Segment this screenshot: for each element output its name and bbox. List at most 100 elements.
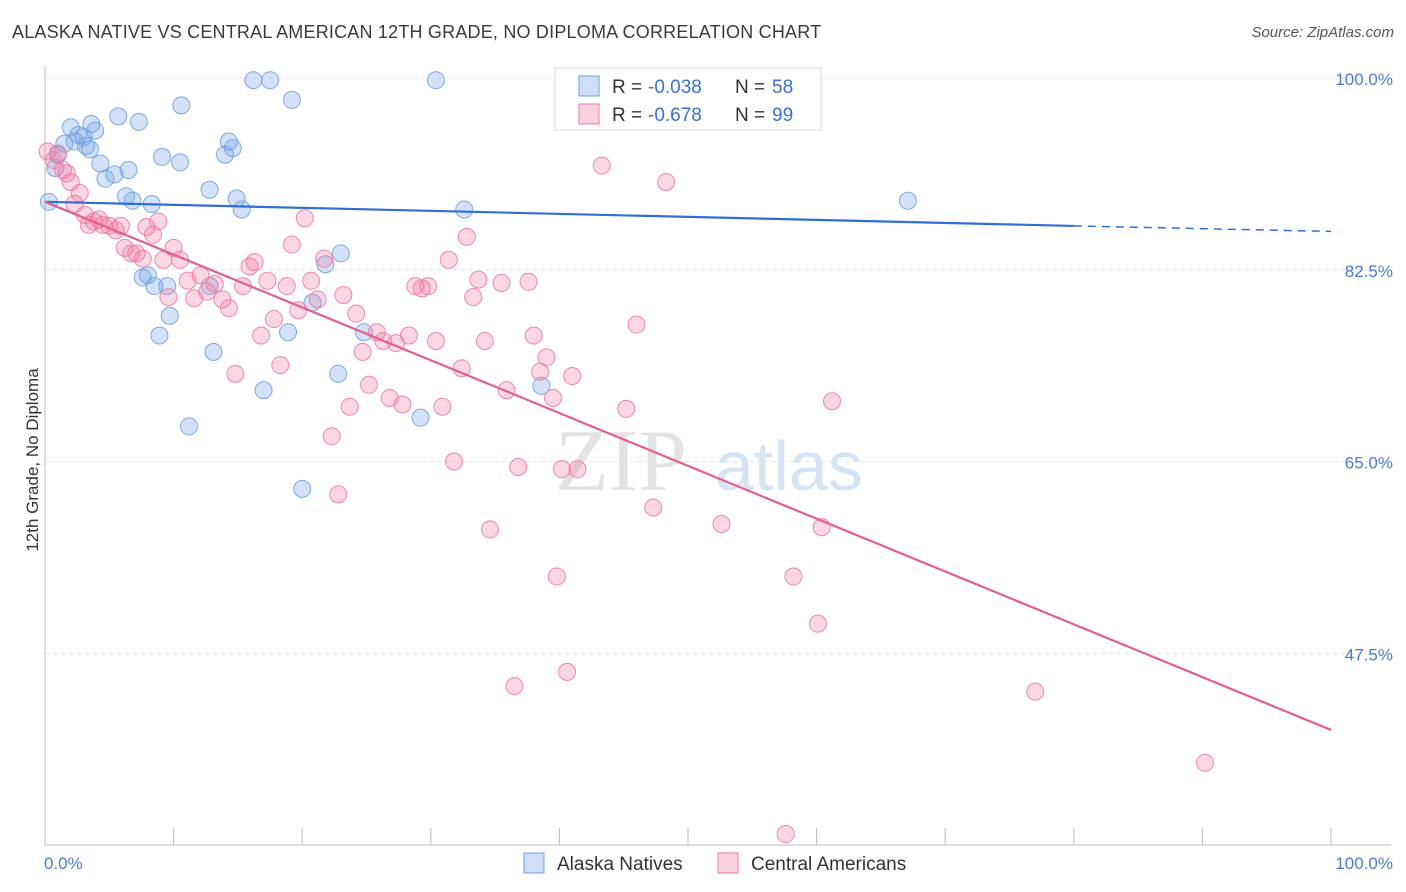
point-0-48 (331, 244, 350, 263)
legend-swatch-0 (578, 75, 600, 97)
point-1-66 (433, 397, 452, 416)
point-0-36 (223, 139, 242, 158)
point-1-72 (469, 270, 488, 289)
point-1-83 (543, 388, 562, 407)
point-1-52 (340, 397, 359, 416)
point-1-22 (149, 212, 168, 231)
trend-line-1 (44, 200, 1332, 731)
point-1-43 (282, 235, 301, 254)
point-1-61 (399, 326, 418, 345)
point-1-65 (426, 331, 445, 350)
point-1-30 (198, 282, 217, 301)
point-1-33 (219, 299, 238, 318)
point-0-27 (160, 306, 179, 325)
point-0-53 (532, 376, 551, 395)
point-1-96 (784, 567, 803, 586)
point-1-71 (464, 288, 483, 307)
bottom-legend-swatch-0 (523, 852, 545, 874)
point-1-17 (122, 244, 141, 263)
point-1-39 (258, 271, 277, 290)
y-tick-label-3: 100.0% (1335, 70, 1393, 89)
point-1-50 (329, 485, 348, 504)
point-1-92 (644, 498, 663, 517)
point-0-12 (91, 154, 110, 173)
point-1-48 (315, 249, 334, 268)
point-1-47 (308, 290, 327, 309)
point-1-90 (617, 399, 636, 418)
point-1-100 (1026, 682, 1045, 701)
point-1-63 (412, 279, 431, 298)
bottom-legend: Alaska Natives Central Americans (523, 852, 906, 875)
y-tick-label-1: 65.0% (1345, 454, 1393, 473)
point-1-67 (439, 250, 458, 269)
point-1-70 (457, 227, 476, 246)
point-1-51 (334, 285, 353, 304)
legend-r-label-0: R = (612, 77, 642, 98)
point-0-50 (411, 408, 430, 427)
point-1-91 (627, 315, 646, 334)
watermark-zip: ZIP (555, 413, 687, 510)
point-1-40 (264, 310, 283, 329)
chart-title: ALASKA NATIVE VS CENTRAL AMERICAN 12TH G… (12, 22, 822, 42)
y-tick-label-2: 82.5% (1345, 262, 1393, 281)
x-tick-label-end: 100.0% (1335, 854, 1393, 873)
point-0-18 (123, 191, 142, 210)
point-0-30 (180, 417, 199, 436)
point-0-32 (200, 180, 219, 199)
bottom-legend-swatch-1 (717, 852, 739, 874)
point-1-101 (1195, 753, 1214, 772)
point-1-53 (347, 304, 366, 323)
bottom-legend-label-1: Central Americans (751, 854, 906, 875)
point-1-54 (353, 342, 372, 361)
point-0-11 (86, 121, 105, 140)
trend-dash-0 (1073, 225, 1332, 233)
point-0-24 (150, 326, 169, 345)
trend-line-0 (44, 200, 1074, 228)
legend-swatch-1 (578, 103, 600, 125)
point-0-39 (244, 71, 263, 90)
point-0-15 (109, 107, 128, 126)
legend-r-value-1: -0.678 (648, 105, 702, 126)
point-0-20 (129, 112, 148, 131)
point-1-89 (592, 156, 611, 175)
point-1-6 (65, 195, 84, 214)
point-1-49 (322, 427, 341, 446)
point-1-20 (137, 218, 156, 237)
point-1-94 (712, 514, 731, 533)
point-1-34 (226, 364, 245, 383)
y-tick-label-0: 47.5% (1345, 645, 1393, 664)
point-0-42 (279, 323, 298, 342)
point-0-44 (293, 479, 312, 498)
point-1-45 (295, 209, 314, 228)
point-1-7 (70, 184, 89, 203)
data-points (38, 71, 1214, 844)
point-1-73 (475, 331, 494, 350)
point-0-47 (329, 364, 348, 383)
point-1-64 (419, 277, 438, 296)
chart-source: Source: ZipAtlas.com (1251, 24, 1394, 41)
point-1-60 (393, 395, 412, 414)
point-0-41 (261, 71, 280, 90)
point-1-24 (159, 288, 178, 307)
point-1-97 (808, 614, 827, 633)
point-0-57 (898, 191, 917, 210)
point-0-43 (282, 90, 301, 109)
point-1-95 (776, 825, 795, 844)
legend-r-label-1: R = (612, 105, 642, 126)
point-1-68 (444, 452, 463, 471)
point-0-21 (138, 266, 157, 285)
point-1-38 (252, 326, 271, 345)
legend-n-label-1: N = (735, 105, 765, 126)
y-tick-labels: 47.5% 65.0% 82.5% 100.0% (1335, 70, 1393, 664)
watermark-atlas: atlas (715, 427, 863, 505)
point-0-25 (153, 147, 172, 166)
point-1-31 (205, 274, 224, 293)
point-0-46 (316, 255, 335, 274)
point-0-13 (96, 169, 115, 188)
legend-n-value-1: 99 (772, 105, 793, 126)
point-1-79 (519, 272, 538, 291)
point-1-74 (480, 520, 499, 539)
point-0-51 (426, 71, 445, 90)
point-0-29 (172, 96, 191, 115)
